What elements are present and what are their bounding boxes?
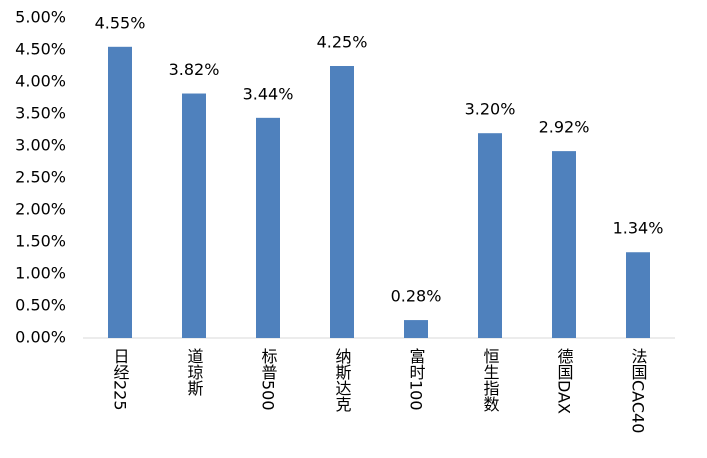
bar [404, 320, 428, 338]
value-label: 1.34% [613, 219, 664, 238]
bar [108, 46, 132, 339]
y-tick-label: 3.50% [15, 104, 66, 123]
value-label: 3.44% [243, 84, 294, 103]
bar [626, 252, 650, 338]
bar [256, 117, 280, 338]
y-tick-label: 0.50% [15, 296, 66, 315]
value-label: 4.25% [317, 33, 368, 52]
y-tick-label: 3.00% [15, 136, 66, 155]
bar [478, 133, 502, 338]
bar [552, 151, 576, 338]
y-tick-label: 1.00% [15, 264, 66, 283]
bar [182, 93, 206, 339]
x-tick-label: 道琼斯 [185, 348, 204, 397]
x-tick-label: 富时100 [407, 348, 426, 411]
value-label: 2.92% [539, 118, 590, 137]
x-tick-label: 德国DAX [555, 348, 574, 414]
y-tick-label: 2.00% [15, 200, 66, 219]
x-tick-label: 标普500 [259, 348, 278, 411]
y-tick-label: 4.00% [15, 72, 66, 91]
x-tick-label: 纳斯达克 [333, 348, 352, 413]
value-label: 0.28% [391, 287, 442, 306]
bar [330, 66, 354, 338]
value-label: 4.55% [95, 13, 146, 32]
y-tick-label: 2.50% [15, 168, 66, 187]
y-tick-label: 4.50% [15, 40, 66, 59]
y-tick-label: 0.00% [15, 328, 66, 347]
x-tick-label: 日经225 [111, 348, 130, 411]
value-label: 3.82% [169, 60, 220, 79]
y-tick-label: 5.00% [15, 8, 66, 27]
y-tick-label: 1.50% [15, 232, 66, 251]
value-label: 3.20% [465, 100, 516, 119]
x-tick-label: 法国CAC40 [629, 348, 648, 433]
x-tick-label: 恒生指数 [481, 348, 500, 412]
